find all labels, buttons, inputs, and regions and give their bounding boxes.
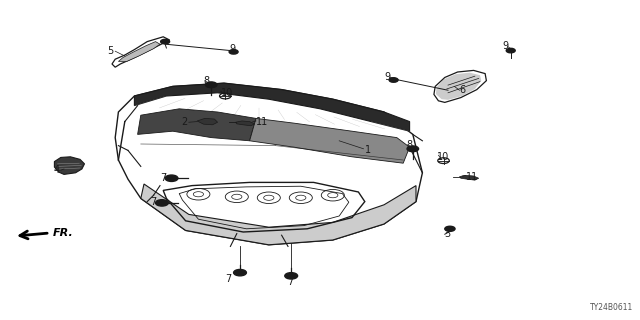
- Text: 8: 8: [406, 140, 413, 150]
- Text: 9: 9: [502, 41, 509, 52]
- Polygon shape: [236, 121, 255, 126]
- Text: 2: 2: [181, 117, 188, 127]
- Polygon shape: [250, 118, 410, 163]
- Text: 4: 4: [53, 165, 60, 175]
- Circle shape: [156, 200, 168, 206]
- Circle shape: [161, 39, 170, 44]
- Text: 8: 8: [204, 76, 210, 86]
- Circle shape: [445, 226, 455, 231]
- Text: TY24B0611: TY24B0611: [590, 303, 634, 312]
- Circle shape: [229, 50, 238, 54]
- Circle shape: [165, 175, 178, 181]
- Polygon shape: [197, 118, 218, 125]
- Circle shape: [234, 269, 246, 276]
- Text: 11: 11: [256, 117, 268, 127]
- Text: 7: 7: [225, 274, 232, 284]
- Text: 9: 9: [384, 72, 390, 82]
- Text: 6: 6: [460, 85, 466, 95]
- Polygon shape: [138, 109, 256, 141]
- Circle shape: [389, 78, 398, 82]
- Polygon shape: [134, 83, 410, 131]
- Polygon shape: [141, 184, 416, 245]
- Text: 7: 7: [287, 277, 293, 287]
- Text: 5: 5: [108, 46, 114, 56]
- Circle shape: [407, 146, 419, 152]
- Circle shape: [506, 48, 515, 53]
- Text: 7: 7: [160, 172, 166, 183]
- Polygon shape: [436, 73, 481, 100]
- Text: 11: 11: [466, 172, 478, 182]
- Text: 10: 10: [221, 88, 233, 98]
- Text: 9: 9: [229, 44, 236, 54]
- Circle shape: [205, 82, 217, 88]
- Polygon shape: [460, 175, 479, 180]
- Polygon shape: [54, 157, 84, 174]
- Text: 1: 1: [365, 145, 371, 156]
- Text: FR.: FR.: [53, 228, 74, 238]
- Polygon shape: [118, 42, 160, 61]
- Text: 3: 3: [445, 229, 451, 239]
- Text: 10: 10: [437, 152, 449, 162]
- Text: 7: 7: [150, 197, 157, 207]
- Circle shape: [285, 273, 298, 279]
